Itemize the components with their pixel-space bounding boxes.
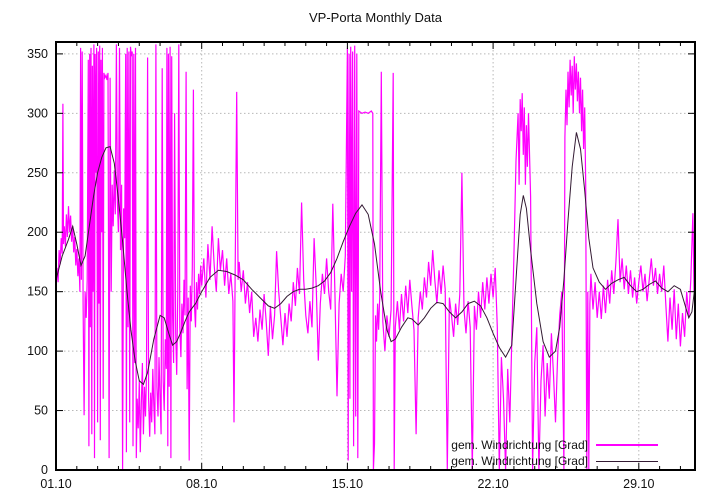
legend: gem. Windrichtung [Grad] gem. Windrichtu… [0,438,658,468]
legend-label: gem. Windrichtung [Grad] [451,438,588,452]
y-tick-label: 250 [27,166,48,180]
chart-title: VP-Porta Monthly Data [309,10,442,25]
x-tick-label: 29.10 [623,477,654,491]
x-tick-label: 15.10 [332,477,363,491]
y-tick-label: 300 [27,106,48,120]
y-tick-label: 100 [27,344,48,358]
legend-item: gem. Windrichtung [Grad] [451,454,658,468]
legend-label: gem. Windrichtung [Grad] [451,454,588,468]
legend-line-sample [596,460,658,462]
series-line-1 [56,132,695,386]
x-tick-label: 22.10 [477,477,508,491]
y-tick-label: 150 [27,285,48,299]
series-line-0 [56,44,695,470]
y-tick-label: 50 [34,404,48,418]
y-tick-label: 350 [27,47,48,61]
legend-line-sample [596,444,658,446]
plot-border [55,41,696,471]
y-tick-label: 200 [27,225,48,239]
x-tick-label: 01.10 [40,477,71,491]
y-tick-label: 0 [41,463,48,477]
x-tick-label: 08.10 [186,477,217,491]
legend-item: gem. Windrichtung [Grad] [451,438,658,452]
